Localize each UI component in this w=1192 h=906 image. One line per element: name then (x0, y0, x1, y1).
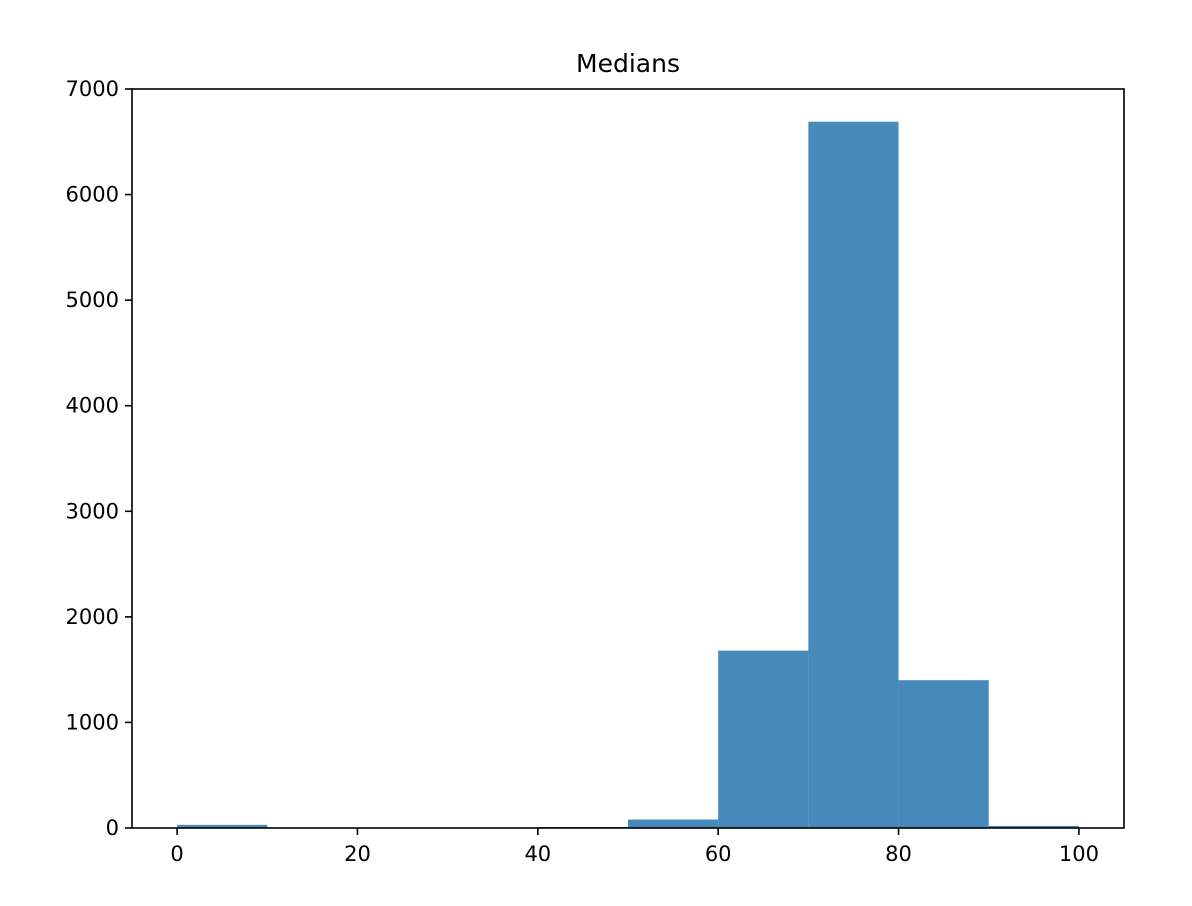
x-tick-label: 80 (885, 842, 912, 866)
y-tick-label: 0 (106, 816, 119, 840)
histogram-bar (628, 819, 719, 828)
y-axis: 0 1000 2000 3000 4000 5000 6000 7000 (66, 77, 132, 840)
y-tick-label: 4000 (66, 394, 119, 418)
y-tick-label: 6000 (66, 183, 119, 207)
x-tick-label: 0 (170, 842, 183, 866)
histogram-bar (177, 824, 268, 828)
x-axis: 0 20 40 60 80 100 (170, 828, 1099, 866)
x-tick-label: 60 (705, 842, 732, 866)
plot-frame (131, 88, 1125, 829)
y-tick-label: 3000 (66, 499, 119, 523)
x-tick-label: 40 (524, 842, 551, 866)
y-tick-label: 7000 (66, 77, 119, 101)
y-tick-label: 2000 (66, 605, 119, 629)
histogram-bar (718, 650, 809, 828)
x-tick-label: 100 (1059, 842, 1099, 866)
bars-group (177, 121, 1079, 828)
y-tick-label: 1000 (66, 710, 119, 734)
histogram-bar (988, 825, 1079, 828)
histogram-bar (898, 680, 989, 828)
chart-title: Medians (576, 49, 680, 78)
y-tick-label: 5000 (66, 288, 119, 312)
x-tick-label: 20 (344, 842, 371, 866)
histogram-bar (808, 121, 899, 828)
